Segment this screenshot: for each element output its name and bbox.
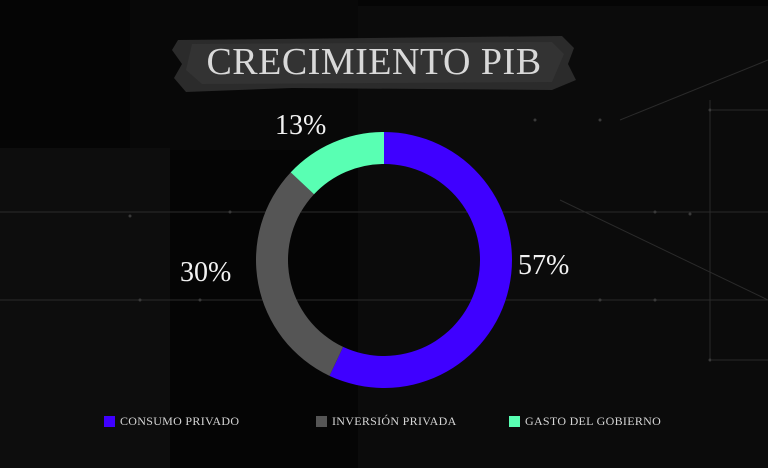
legend-label-gasto-del-gobierno: GASTO DEL GOBIERNO — [525, 414, 662, 428]
legend: CONSUMO PRIVADO INVERSIÓN PRIVADA GASTO … — [0, 414, 768, 434]
slice-gasto-del-gobierno — [290, 132, 384, 195]
legend-swatch-gasto-del-gobierno — [509, 416, 520, 427]
brush-stroke-background — [172, 36, 576, 92]
legend-swatch-consumo-privado — [104, 416, 115, 427]
data-label-inversion-privada: 30% — [180, 257, 232, 288]
legend-swatch-inversion-privada — [316, 416, 327, 427]
legend-label-inversion-privada: INVERSIÓN PRIVADA — [332, 414, 457, 428]
background-panel-left — [0, 148, 170, 468]
legend-item-inversion-privada: INVERSIÓN PRIVADA — [316, 414, 457, 429]
slice-inversion-privada — [255, 172, 344, 376]
legend-item-consumo-privado: CONSUMO PRIVADO — [104, 414, 239, 429]
slice-consumo-privado — [329, 132, 513, 388]
legend-item-gasto-del-gobierno: GASTO DEL GOBIERNO — [509, 414, 661, 429]
legend-label-consumo-privado: CONSUMO PRIVADO — [120, 414, 240, 428]
chart-title: CRECIMIENTO PIB — [206, 41, 542, 83]
data-label-consumo-privado: 57% — [518, 250, 570, 281]
chart-title-banner: CRECIMIENTO PIB — [172, 30, 576, 94]
data-label-gasto-del-gobierno: 13% — [275, 110, 327, 141]
